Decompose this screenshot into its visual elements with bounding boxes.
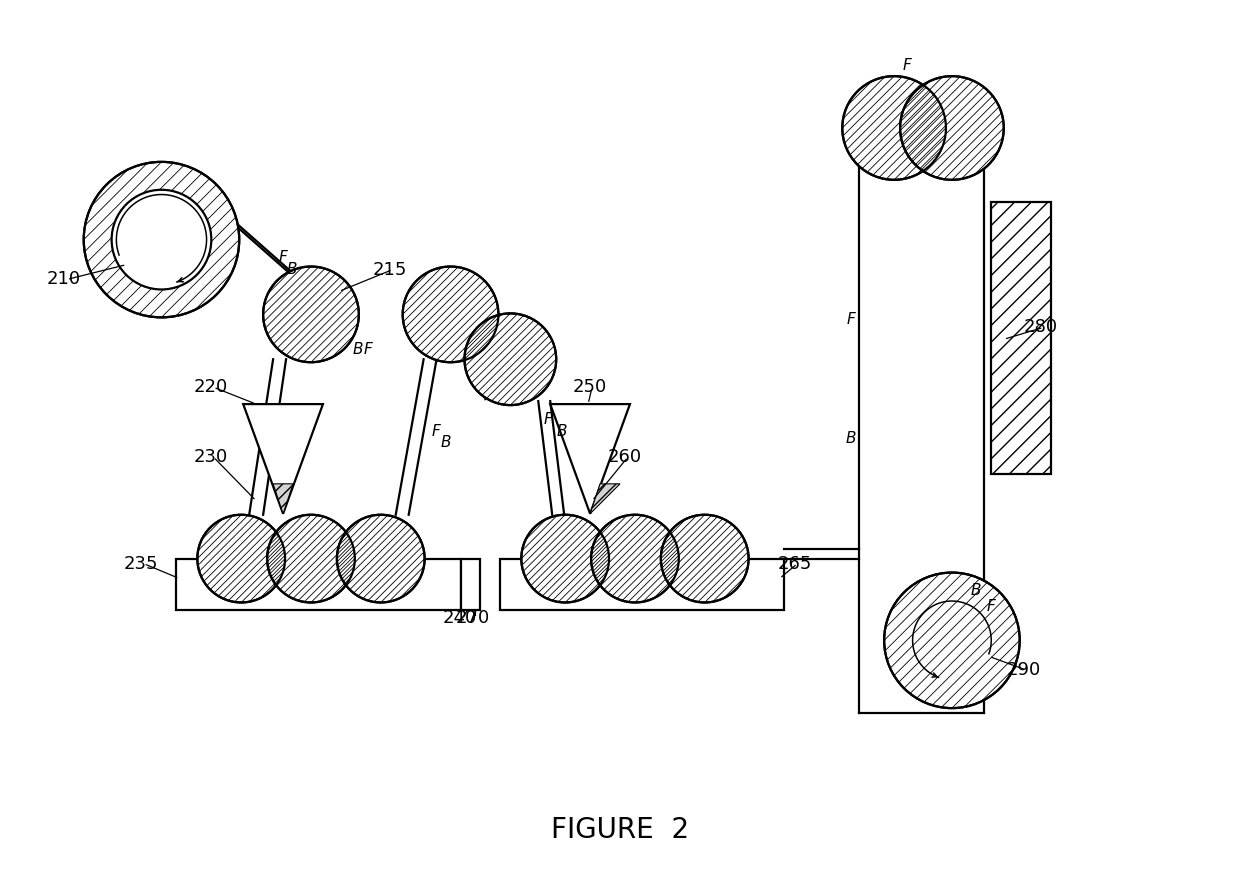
- Circle shape: [884, 573, 1019, 708]
- Polygon shape: [590, 484, 620, 514]
- Circle shape: [521, 514, 609, 602]
- Circle shape: [263, 267, 358, 362]
- Text: 265: 265: [777, 554, 812, 573]
- Text: F: F: [279, 250, 288, 265]
- Bar: [460, 559, 480, 610]
- Text: 210: 210: [47, 270, 81, 289]
- Text: 230: 230: [193, 448, 228, 466]
- Text: F: F: [363, 342, 372, 357]
- Text: F: F: [432, 423, 440, 439]
- Circle shape: [900, 76, 1003, 180]
- Text: 250: 250: [572, 378, 606, 396]
- Text: 240: 240: [443, 609, 477, 627]
- Text: B: B: [971, 583, 981, 598]
- Polygon shape: [243, 404, 322, 514]
- Text: 220: 220: [193, 378, 228, 396]
- Text: F: F: [544, 412, 553, 427]
- Circle shape: [84, 162, 239, 317]
- Circle shape: [403, 267, 498, 362]
- Text: B: B: [557, 423, 568, 439]
- Text: B: B: [440, 435, 451, 450]
- Text: B: B: [846, 432, 857, 447]
- Circle shape: [661, 514, 749, 602]
- Bar: [991, 202, 1050, 474]
- Circle shape: [197, 514, 285, 602]
- Text: 260: 260: [608, 448, 642, 466]
- Text: 290: 290: [1007, 661, 1042, 680]
- Bar: [176, 559, 460, 610]
- Text: B: B: [352, 342, 363, 357]
- Bar: [501, 559, 785, 610]
- Text: F: F: [847, 312, 856, 327]
- Text: F: F: [987, 599, 996, 614]
- Text: 215: 215: [373, 261, 407, 279]
- Circle shape: [591, 514, 678, 602]
- Text: FIGURE  2: FIGURE 2: [551, 816, 689, 844]
- Text: F: F: [903, 57, 911, 73]
- Text: 270: 270: [455, 609, 490, 627]
- Circle shape: [465, 314, 557, 405]
- Text: 235: 235: [124, 554, 157, 573]
- Circle shape: [337, 514, 424, 602]
- Text: B: B: [286, 262, 298, 277]
- Polygon shape: [551, 404, 630, 514]
- Circle shape: [842, 76, 946, 180]
- Circle shape: [267, 514, 355, 602]
- Text: 280: 280: [1024, 318, 1058, 336]
- Polygon shape: [273, 484, 293, 514]
- Circle shape: [112, 189, 211, 289]
